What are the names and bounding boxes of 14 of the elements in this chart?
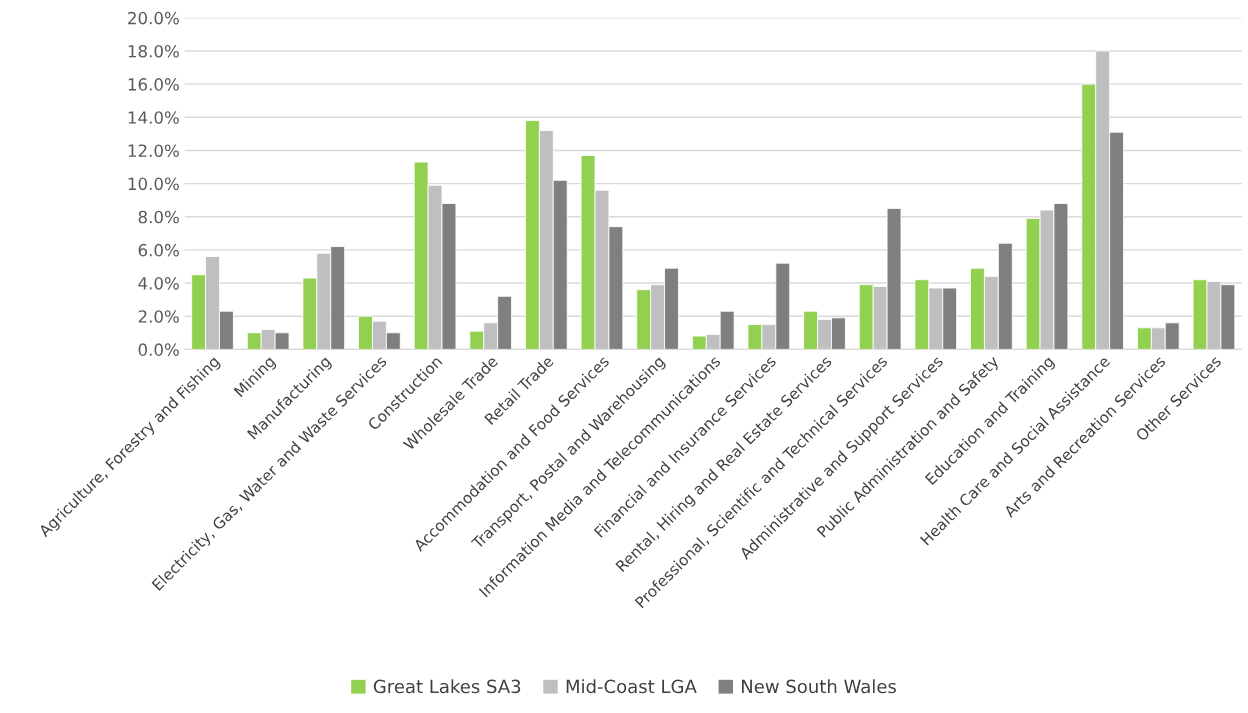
y-tick-label: 12.0% <box>128 144 179 158</box>
y-tick-label: 18.0% <box>128 44 179 58</box>
y-tick-label: 20.0% <box>128 11 179 25</box>
y-tick-label: 10.0% <box>128 177 179 191</box>
y-tick-label: 0.0% <box>138 343 179 356</box>
y-tick-label: 4.0% <box>138 277 179 290</box>
y-tick-label: 6.0% <box>138 243 179 257</box>
legend-label: Mid-Coast LGA <box>566 679 697 694</box>
legend-label: Great Lakes SA3 <box>373 679 521 694</box>
y-tick-label: 16.0% <box>128 78 179 91</box>
legend-label: New South Wales <box>741 679 896 694</box>
y-tick-label: 8.0% <box>138 210 179 224</box>
y-tick-label: 2.0% <box>138 310 179 323</box>
y-tick-label: 14.0% <box>128 111 179 124</box>
